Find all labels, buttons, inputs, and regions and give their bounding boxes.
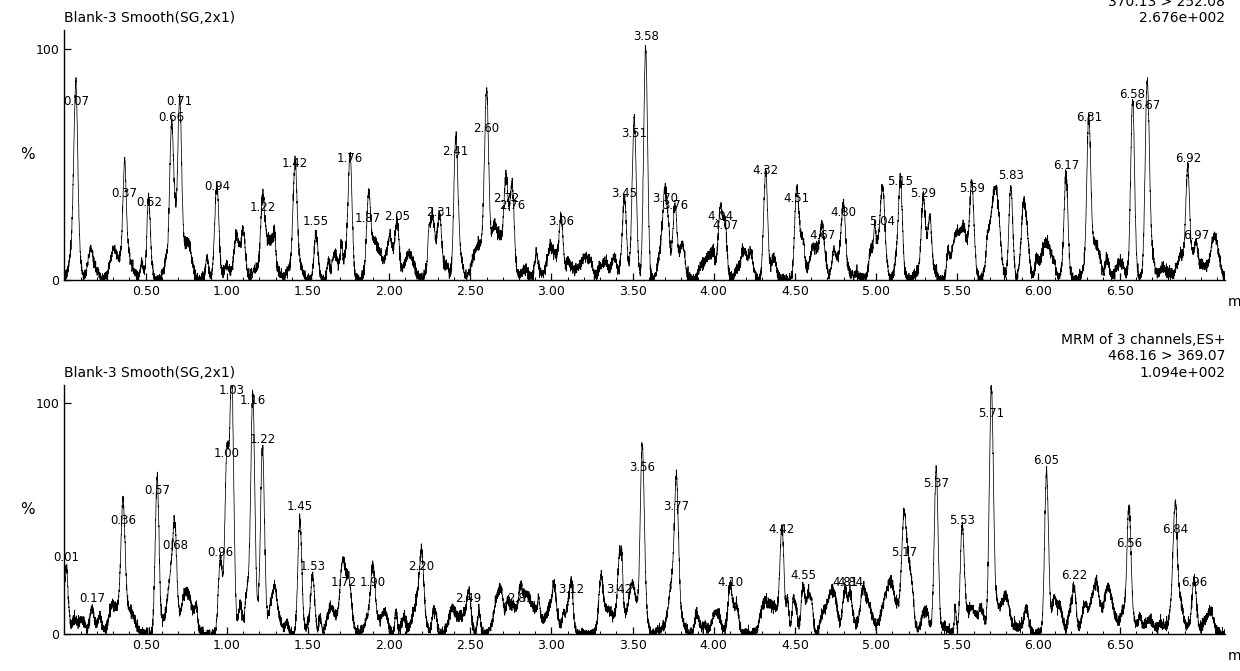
Text: 4.07: 4.07 [712,219,738,232]
Text: 1.45: 1.45 [286,500,312,513]
Text: 2.31: 2.31 [427,205,453,219]
Text: 0.01: 0.01 [53,551,79,564]
Text: 0.94: 0.94 [205,180,231,193]
Text: 2.76: 2.76 [500,199,526,211]
Text: 0.07: 0.07 [63,95,89,107]
Text: 2.05: 2.05 [384,210,410,223]
Text: 3.12: 3.12 [558,583,584,596]
Text: 2.72: 2.72 [492,192,520,205]
Text: 1.16: 1.16 [239,393,265,407]
Text: MRM of 3 channels,ES+
370.13 > 252.08
2.676e+002: MRM of 3 channels,ES+ 370.13 > 252.08 2.… [1060,0,1225,25]
Text: 0.71: 0.71 [166,95,192,107]
Text: 1.76: 1.76 [337,152,363,165]
Y-axis label: %: % [20,502,35,517]
Text: 3.45: 3.45 [611,187,637,200]
Text: 1.22: 1.22 [249,201,275,214]
Text: 3.56: 3.56 [630,460,656,474]
Text: 6.67: 6.67 [1135,99,1161,112]
Text: 4.42: 4.42 [769,523,795,536]
Text: 5.04: 5.04 [869,215,895,227]
Text: 4.10: 4.10 [717,576,743,589]
Text: 1.87: 1.87 [355,213,381,225]
Text: 5.29: 5.29 [910,187,936,200]
Text: 3.70: 3.70 [652,192,678,205]
Text: 0.17: 0.17 [79,592,105,605]
Text: 1.53: 1.53 [300,560,326,573]
Text: 3.51: 3.51 [621,127,647,140]
Text: 3.42: 3.42 [606,583,632,596]
Text: 4.80: 4.80 [831,205,857,219]
Text: 0.57: 0.57 [144,484,170,497]
Text: 0.96: 0.96 [207,546,233,559]
Text: Blank-3 Smooth(SG,2x1): Blank-3 Smooth(SG,2x1) [64,366,236,380]
Text: 4.51: 4.51 [784,192,810,205]
Text: Blank-3 Smooth(SG,2x1): Blank-3 Smooth(SG,2x1) [64,11,236,25]
Text: 6.56: 6.56 [1116,537,1142,550]
Text: 4.32: 4.32 [753,164,779,177]
Text: 6.05: 6.05 [1034,454,1059,466]
Text: 1.55: 1.55 [303,215,329,227]
Text: 2.81: 2.81 [507,592,533,605]
Text: 1.72: 1.72 [331,576,357,589]
Text: 3.58: 3.58 [632,30,658,43]
Text: 0.37: 0.37 [112,187,138,200]
Text: 5.59: 5.59 [959,183,985,195]
Text: 6.84: 6.84 [1162,523,1188,536]
Text: min: min [1228,295,1240,309]
Text: 1.22: 1.22 [249,433,275,446]
Text: 6.96: 6.96 [1182,576,1208,589]
Text: 6.92: 6.92 [1174,152,1200,165]
Text: 5.15: 5.15 [888,176,914,189]
Text: 3.77: 3.77 [663,500,689,513]
Text: 2.20: 2.20 [408,560,435,573]
Text: MRM of 3 channels,ES+
468.16 > 369.07
1.094e+002: MRM of 3 channels,ES+ 468.16 > 369.07 1.… [1060,333,1225,380]
Text: 0.68: 0.68 [162,539,188,552]
Text: 1.03: 1.03 [218,384,244,397]
Text: 1.42: 1.42 [281,157,308,170]
Text: 5.53: 5.53 [949,514,975,527]
Text: 5.17: 5.17 [890,546,916,559]
Text: 6.97: 6.97 [1183,229,1209,242]
Text: 3.06: 3.06 [548,215,574,227]
Text: 6.31: 6.31 [1076,111,1102,123]
Text: 0.52: 0.52 [136,196,162,209]
Text: 4.04: 4.04 [707,210,733,223]
Text: 5.37: 5.37 [923,476,949,490]
Text: min: min [1228,649,1240,663]
Text: 1.00: 1.00 [213,447,239,460]
Text: 5.83: 5.83 [998,168,1024,182]
Text: 4.81: 4.81 [832,576,858,589]
Text: 2.49: 2.49 [455,592,482,605]
Text: 3.76: 3.76 [662,199,688,211]
Text: 2.41: 2.41 [443,146,469,158]
Text: 0.36: 0.36 [110,514,136,527]
Text: 4.84: 4.84 [837,576,863,589]
Text: 4.67: 4.67 [810,229,836,242]
Text: 6.17: 6.17 [1053,159,1079,172]
Text: 0.66: 0.66 [159,111,185,123]
Text: 5.71: 5.71 [978,407,1004,420]
Text: 2.60: 2.60 [474,122,500,136]
Text: 6.58: 6.58 [1120,88,1146,101]
Y-axis label: %: % [20,148,35,162]
Text: 4.55: 4.55 [790,569,816,582]
Text: 1.90: 1.90 [360,576,386,589]
Text: 6.22: 6.22 [1061,569,1087,582]
